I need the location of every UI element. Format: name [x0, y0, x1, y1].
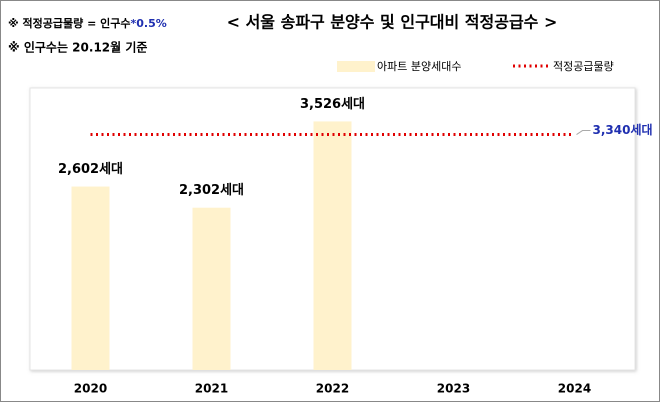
- note: ※ 적정공급물량 = 인구수*0.5%: [8, 16, 167, 30]
- x-tick-label: 2022: [316, 382, 349, 396]
- note: ※ 인구수는 20.12월 기준: [8, 40, 147, 55]
- x-tick-label: 2020: [74, 382, 107, 396]
- data-label: 2,602세대: [58, 162, 123, 177]
- legend-swatch: [337, 61, 375, 72]
- chart-title: < 서울 송파구 분양수 및 인구대비 적정공급수 >: [227, 13, 558, 32]
- data-label: 3,340세대: [593, 122, 653, 137]
- x-tick-label: 2023: [437, 382, 470, 396]
- legend-label: 적정공급물량: [553, 60, 614, 73]
- x-tick-label: 2021: [195, 382, 228, 396]
- legend-label: 아파트 분양세대수: [377, 60, 461, 73]
- x-tick-label: 2024: [558, 382, 591, 396]
- leader-line: [576, 130, 591, 135]
- data-label: 3,526세대: [300, 97, 365, 112]
- note-text: ※ 적정공급물량 = 인구수: [8, 16, 130, 30]
- note-highlight: *0.5%: [130, 17, 166, 30]
- bar: [192, 207, 231, 370]
- bar: [313, 121, 352, 371]
- bar: [71, 186, 110, 370]
- data-label: 2,302세대: [179, 183, 244, 198]
